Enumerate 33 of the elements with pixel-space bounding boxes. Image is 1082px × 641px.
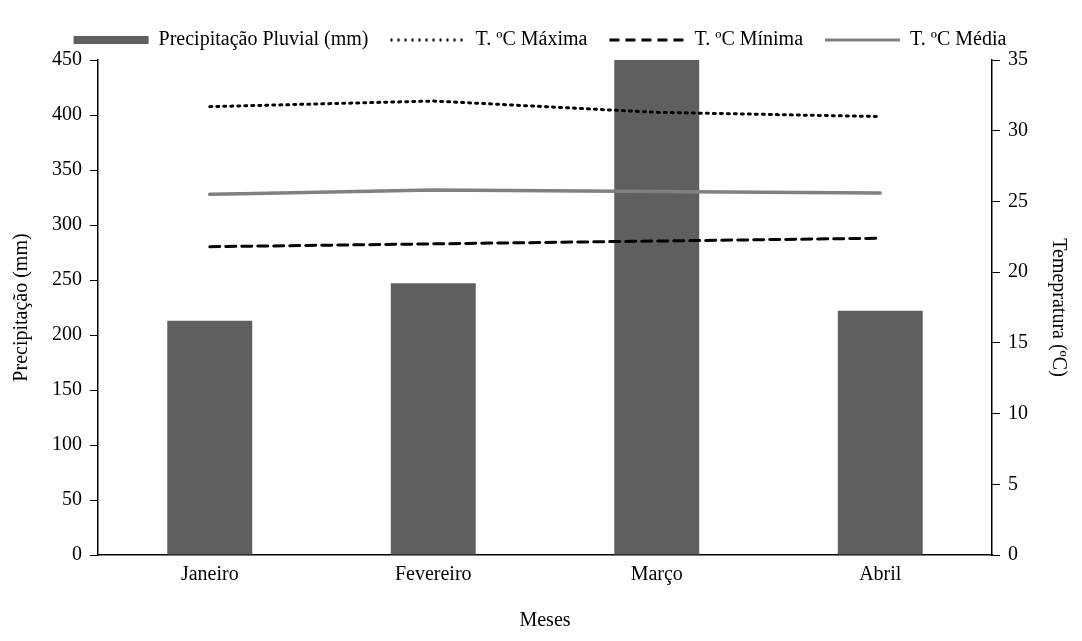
x-tick-label: Março bbox=[630, 562, 683, 586]
bar bbox=[390, 283, 476, 555]
y-tick-label: 300 bbox=[52, 212, 82, 235]
y-tick-label: 50 bbox=[62, 487, 82, 510]
y-tick-label: 0 bbox=[72, 542, 82, 565]
x-tick-label: Abril bbox=[859, 562, 902, 585]
y-tick-label: 450 bbox=[52, 47, 82, 70]
y2-tick-label: 15 bbox=[1008, 330, 1028, 353]
y2-tick-label: 30 bbox=[1008, 117, 1028, 140]
x-tick-label: Janeiro bbox=[180, 562, 239, 585]
y-tick-label: 400 bbox=[52, 102, 82, 125]
legend-label: T. ºC Média bbox=[910, 27, 1007, 50]
y-tick-label: 250 bbox=[52, 267, 82, 290]
bar bbox=[614, 60, 700, 555]
y2-tick-label: 10 bbox=[1008, 400, 1028, 423]
x-tick-label: Fevereiro bbox=[394, 562, 472, 585]
legend-label: T. ºC Máxima bbox=[475, 27, 588, 50]
bar bbox=[167, 320, 253, 555]
y2-tick-label: 25 bbox=[1008, 188, 1028, 211]
y-axis-title: Precipitação (mm) bbox=[9, 233, 33, 382]
y-tick-label: 150 bbox=[52, 377, 82, 400]
y-tick-label: 100 bbox=[52, 432, 82, 455]
y2-tick-label: 5 bbox=[1008, 471, 1018, 494]
y2-axis-title: Temepratura (ºC) bbox=[1047, 238, 1071, 377]
legend-label: Precipitação Pluvial (mm) bbox=[158, 27, 369, 51]
x-axis-title: Meses bbox=[519, 608, 571, 631]
y2-tick-label: 35 bbox=[1008, 47, 1028, 70]
legend-label: T. ºC Mínima bbox=[694, 27, 804, 50]
bar bbox=[837, 310, 923, 555]
y-tick-label: 200 bbox=[52, 322, 82, 345]
y2-tick-label: 0 bbox=[1008, 542, 1018, 565]
y2-tick-label: 20 bbox=[1008, 259, 1028, 282]
y-tick-label: 350 bbox=[52, 157, 82, 180]
